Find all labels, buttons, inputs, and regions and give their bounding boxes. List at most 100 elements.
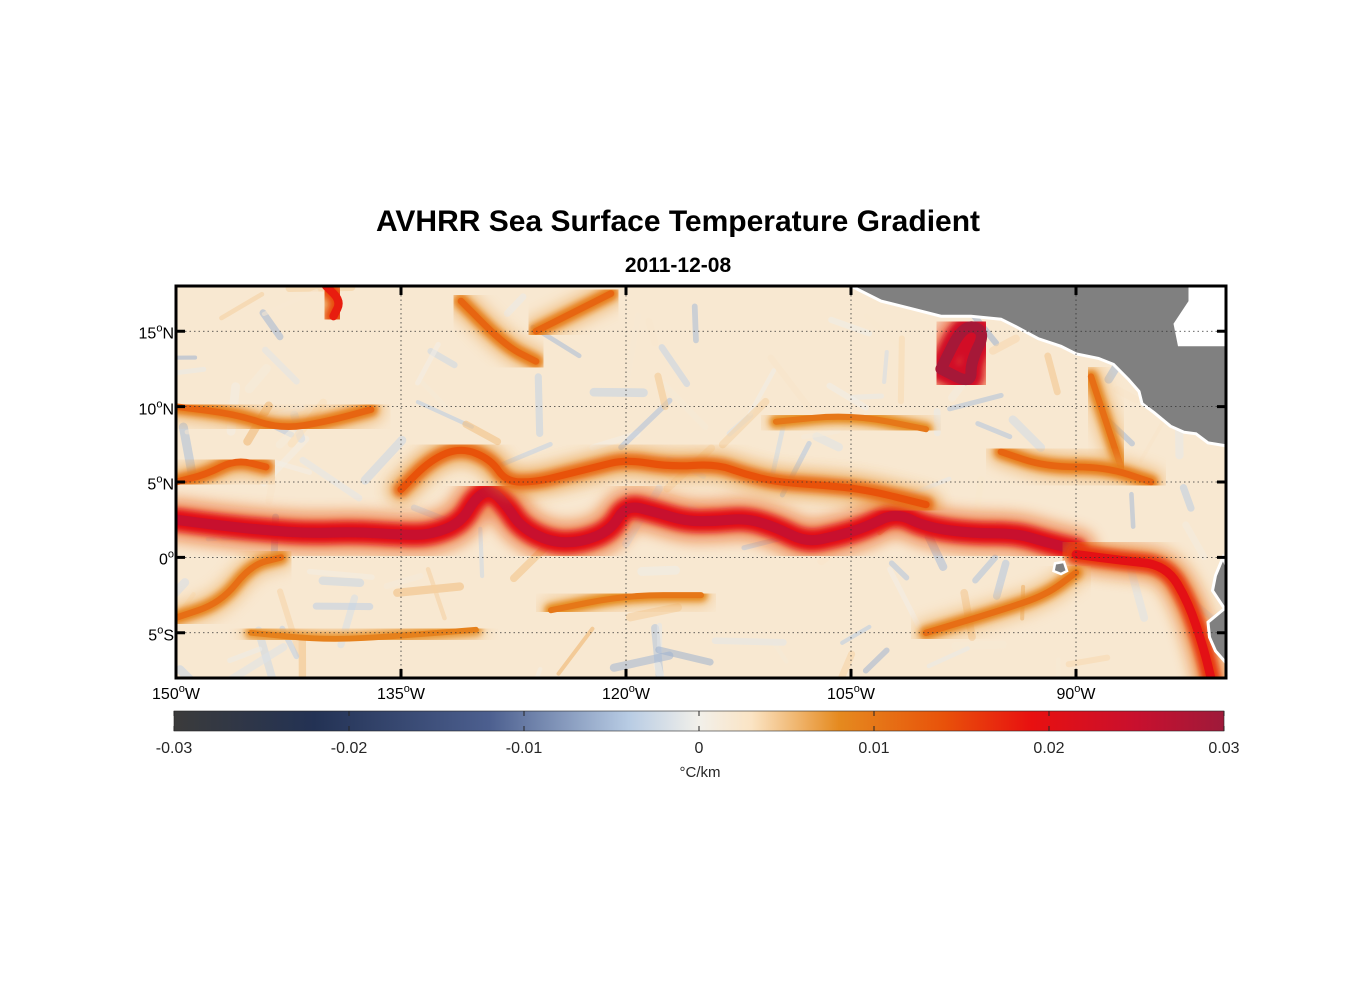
texture-streak xyxy=(947,392,1004,412)
tick-hemisphere: W xyxy=(409,686,425,703)
colorbar-tick-label: 0 xyxy=(694,740,704,757)
texture-streak xyxy=(609,651,674,672)
texture-streak xyxy=(767,354,812,411)
texture-streak xyxy=(772,641,789,664)
x-tick-label: 120oW xyxy=(602,683,650,704)
texture-streak xyxy=(1129,491,1136,529)
y-tick-label: 15oN xyxy=(139,323,174,344)
tick-degree-value: 5 xyxy=(147,476,157,494)
caribbean-sea xyxy=(1173,286,1226,347)
texture-streak xyxy=(1182,521,1208,561)
texture-streak xyxy=(556,626,595,676)
colorbar-tick-label: 0.02 xyxy=(1033,740,1065,757)
texture-streak xyxy=(499,441,553,468)
y-tick-label: 10oN xyxy=(139,398,174,419)
y-tick-label: 5oN xyxy=(147,474,174,495)
x-tick-label: 135oW xyxy=(377,683,425,704)
tick-degree-value: 135 xyxy=(377,686,404,703)
texture-streak xyxy=(299,456,363,502)
texture-streak xyxy=(478,526,485,579)
tick-degree-value: 0 xyxy=(158,551,168,569)
chart-subtitle: 2011-12-08 xyxy=(624,254,732,277)
tick-degree-value: 90 xyxy=(1056,686,1075,703)
degree-symbol: o xyxy=(156,473,163,486)
front-north-top xyxy=(532,290,615,335)
tick-hemisphere: S xyxy=(163,627,174,645)
x-tick-label: 90oW xyxy=(1056,683,1095,704)
colorbar-tick-label: 0.03 xyxy=(1208,740,1240,757)
texture-streak xyxy=(360,435,407,485)
degree-symbol: o xyxy=(1074,683,1081,695)
texture-streak xyxy=(176,665,195,678)
mid-front-10n xyxy=(176,403,375,430)
texture-streak xyxy=(655,646,714,666)
y-tick-label: 5oS xyxy=(148,624,174,645)
colorbar-tick-label: -0.01 xyxy=(505,740,543,757)
degree-symbol: o xyxy=(628,683,635,695)
front-south-east xyxy=(922,569,1080,636)
texture-streak xyxy=(862,647,890,674)
texture-streak xyxy=(1044,352,1061,396)
texture-streak xyxy=(415,341,441,386)
tick-degree-value: 105 xyxy=(827,686,854,703)
equatorial-front xyxy=(176,486,1082,555)
gradient-fronts xyxy=(176,286,1226,678)
tick-hemisphere: N xyxy=(162,401,174,419)
texture-streak xyxy=(972,554,999,584)
texture-streak xyxy=(261,288,319,316)
texture-streak xyxy=(840,624,872,645)
tick-hemisphere: N xyxy=(162,325,174,343)
texture-streak xyxy=(1113,385,1140,404)
tick-hemisphere: W xyxy=(184,686,200,703)
texture-streak xyxy=(658,344,691,388)
texture-streak xyxy=(661,381,709,431)
texture-streak xyxy=(425,566,447,621)
chart-title: AVHRR Sea Surface Temperature Gradient xyxy=(375,205,981,238)
degree-symbol: o xyxy=(157,624,164,637)
texture-streak xyxy=(637,565,680,576)
texture-streak xyxy=(747,368,777,416)
tick-degree-value: 150 xyxy=(152,686,179,703)
tick-degree-value: 15 xyxy=(138,325,157,343)
front-9n xyxy=(772,413,930,433)
x-tick-label: 150oW xyxy=(152,683,200,704)
texture-streak xyxy=(1008,415,1046,452)
texture-streak xyxy=(888,560,910,581)
front-south xyxy=(176,554,285,621)
texture-streak xyxy=(838,650,856,678)
texture-streak xyxy=(1179,484,1195,512)
texture-streak xyxy=(645,317,659,347)
texture-streak xyxy=(244,364,271,394)
x-tick-label: 105oW xyxy=(827,683,875,704)
tick-degree-value: 5 xyxy=(148,627,158,645)
tick-hemisphere: N xyxy=(162,476,174,494)
front-16n xyxy=(457,297,540,365)
colorbar-tick-label: -0.03 xyxy=(155,740,193,757)
front-11n-east xyxy=(1087,373,1125,471)
texture-streak xyxy=(711,637,787,646)
eastern-tongue xyxy=(1071,550,1216,678)
sst-background xyxy=(176,286,1226,678)
texture-streak xyxy=(718,397,770,449)
tick-hemisphere: W xyxy=(634,686,650,703)
texture-streak xyxy=(184,428,233,435)
degree-symbol: o xyxy=(853,683,860,695)
south-america-land xyxy=(1206,553,1226,666)
texture-streak xyxy=(462,420,502,446)
mexico-front xyxy=(935,321,988,386)
land-mask xyxy=(850,286,1226,666)
texture-streak xyxy=(589,387,648,398)
texture-streak xyxy=(973,475,985,515)
texture-streak xyxy=(882,350,889,385)
texture-streak xyxy=(265,476,277,505)
texture-streak xyxy=(176,578,190,599)
tick-hemisphere: W xyxy=(1080,686,1096,703)
texture-streak xyxy=(1065,654,1111,668)
front-7n-east xyxy=(997,448,1155,486)
front-5s xyxy=(248,626,479,642)
texture-streak xyxy=(219,291,265,321)
texture-streak xyxy=(383,573,424,590)
texture-streak xyxy=(691,303,699,344)
degree-symbol: o xyxy=(167,548,174,561)
texture-streak xyxy=(306,568,375,580)
